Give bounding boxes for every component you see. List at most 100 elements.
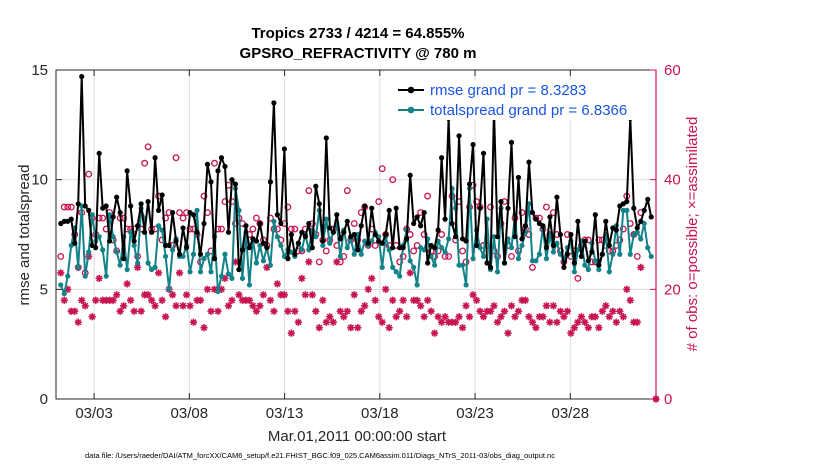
assimilated-point-stroke [372, 297, 379, 304]
assimilated-point-stroke [396, 308, 403, 315]
assimilated-point-stroke [532, 324, 540, 331]
assimilated-point [336, 307, 344, 315]
y-tick-label: 10 [31, 172, 48, 189]
assimilated-point [280, 291, 288, 299]
totalspread-point [442, 249, 448, 255]
rmse-point [575, 218, 581, 224]
rmse-point [107, 238, 113, 244]
assimilated-point [420, 313, 428, 321]
possible-point [350, 220, 358, 227]
assimilated-point [605, 313, 613, 321]
possible-point [60, 203, 68, 211]
assimilated-point [431, 329, 439, 337]
assimilated-point-stroke [382, 286, 389, 293]
assimilated-point-stroke [305, 258, 312, 266]
assimilated-point [389, 296, 397, 304]
rmse-point [351, 231, 357, 238]
totalspread-point [543, 256, 550, 262]
assimilated-point [123, 280, 131, 288]
totalspread-point [337, 253, 343, 260]
chart-title: Tropics 2733 / 4214 = 64.855% [251, 25, 464, 42]
assimilated-point-stroke [246, 297, 253, 304]
assimilated-point-stroke [490, 302, 498, 309]
rmse-point [582, 238, 588, 244]
rmse-point [114, 194, 120, 200]
rmse-point [138, 201, 144, 207]
possible-point [141, 159, 149, 167]
assimilated-point [507, 302, 516, 310]
rmse-point [526, 159, 532, 165]
assimilated-point [120, 302, 128, 310]
rmse-point [355, 247, 361, 253]
assimilated-point [154, 269, 163, 277]
rmse-point [267, 179, 273, 185]
assimilated-point [347, 324, 355, 332]
possible-point [518, 209, 526, 217]
rmse-point [372, 231, 378, 238]
assimilated-point-stroke [197, 297, 204, 304]
rmse-point [288, 231, 294, 238]
assimilated-point [71, 307, 79, 315]
assimilated-point-stroke [127, 297, 134, 304]
assimilated-point-stroke [291, 308, 299, 315]
assimilated-point [291, 307, 299, 315]
possible-point [284, 203, 292, 211]
assimilated-point-stroke [75, 319, 82, 326]
assimilated-point-stroke [459, 324, 466, 331]
assimilated-point [497, 313, 505, 321]
assimilated-point-stroke [89, 313, 96, 320]
rmse-point [418, 223, 424, 229]
y-tick-label: 15 [31, 62, 48, 79]
assimilated-point-stroke [302, 291, 309, 298]
rmse-point [194, 229, 200, 235]
assimilated-point-stroke [295, 319, 302, 326]
assimilated-point-stroke [172, 302, 180, 309]
rmse-point [155, 207, 162, 213]
rmse-point [124, 168, 130, 174]
assimilated-point-stroke [406, 269, 414, 277]
rmse-point [470, 141, 476, 148]
assimilated-point-stroke [316, 324, 323, 331]
possible-point [179, 214, 187, 222]
assimilated-point-stroke [148, 297, 155, 304]
assimilated-point [249, 302, 257, 310]
totalspread-point [379, 264, 385, 270]
possible-point [172, 154, 180, 162]
totalspread-point [253, 260, 260, 266]
possible-point [378, 165, 386, 173]
rmse-point [197, 251, 204, 257]
totalspread-point [222, 251, 228, 257]
assimilated-point [424, 296, 432, 304]
legend-rmse-label: rmse grand pr = 8.3283 [430, 82, 586, 99]
totalspread-point [571, 269, 577, 275]
rmse-point [456, 133, 462, 139]
totalspread-point [299, 247, 305, 253]
totalspread-point [271, 218, 277, 224]
rmse-point [344, 218, 350, 224]
assimilated-point [581, 318, 589, 326]
possible-point [508, 252, 515, 260]
assimilated-point [549, 302, 558, 310]
assimilated-point-stroke [627, 297, 634, 304]
assimilated-point-stroke [525, 313, 533, 320]
rmse-point [149, 229, 155, 235]
series-rmse [58, 73, 654, 273]
rmse-point [142, 229, 148, 235]
x-tick-label: 03/03 [75, 405, 113, 422]
totalspread-point [344, 245, 350, 251]
y-tick-labels-right: 0 20 40 60 [664, 62, 681, 408]
assimilated-point [350, 291, 358, 299]
totalspread-point [459, 262, 466, 268]
assimilated-point-stroke [564, 308, 571, 315]
rmse-point [79, 73, 85, 80]
assimilated-point [567, 329, 575, 337]
possible-point [389, 176, 397, 184]
assimilated-point [539, 313, 547, 321]
rmse-point [439, 155, 445, 161]
assimilated-point [305, 258, 313, 266]
totalspread-point [351, 251, 357, 257]
assimilated-point-stroke [550, 302, 557, 309]
assimilated-point [486, 307, 495, 315]
assimilated-point-stroke [330, 319, 337, 326]
